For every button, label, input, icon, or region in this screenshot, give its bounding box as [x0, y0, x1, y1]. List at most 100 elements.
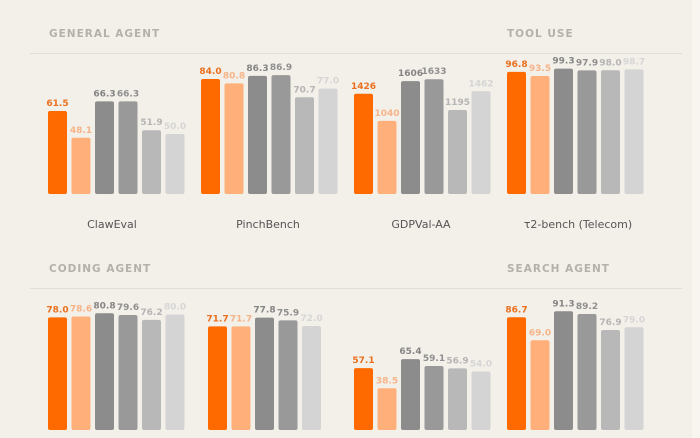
bar-lightest_grey — [165, 314, 185, 430]
bar-primary — [201, 79, 220, 194]
chart-1: 84.0 80.886.3 86.9 70.777.0 — [199, 63, 339, 194]
bar-mid_grey — [424, 365, 444, 430]
bar-primary_light — [231, 326, 251, 430]
bar-lightest_grey — [165, 134, 185, 194]
value-label: 65.4 — [399, 347, 421, 357]
value-label: 98.0 — [599, 58, 621, 68]
bar-dark_grey — [255, 317, 274, 430]
benchmark-label-tau2-bench: τ2-bench (Telecom) — [523, 218, 633, 231]
section-title-tool-use: TOOL USE — [507, 28, 574, 40]
value-label: 97.9 — [576, 58, 598, 68]
value-label: 71.7 — [206, 314, 228, 324]
value-label: 51.9 — [140, 118, 162, 128]
value-label: 75.9 — [277, 308, 299, 318]
value-label: 86.9 — [270, 63, 292, 73]
value-label: 59.1 — [423, 354, 445, 364]
bar-primary_light — [224, 83, 244, 194]
bar-mid_grey — [424, 79, 444, 194]
value-label: 61.5 — [46, 99, 68, 109]
value-label: 72.0 — [300, 314, 322, 324]
value-label: 1040 — [374, 109, 399, 119]
value-label: 91.3 — [552, 299, 574, 309]
benchmark-label-pinchbench: PinchBench — [236, 218, 300, 231]
bar-primary_light — [71, 137, 91, 194]
bar-primary — [507, 317, 526, 430]
value-label: 70.7 — [293, 85, 315, 95]
bar-mid_grey — [271, 75, 291, 194]
bar-lightest_grey — [624, 327, 644, 430]
value-label: 1633 — [421, 67, 446, 77]
value-label: 96.8 — [505, 60, 527, 70]
bar-dark_grey — [95, 101, 114, 194]
value-label: 76.9 — [599, 318, 621, 328]
value-label: 78.0 — [46, 305, 68, 315]
divider-top — [30, 53, 682, 54]
value-label: 80.8 — [223, 71, 245, 81]
bar-dark_grey — [95, 313, 114, 430]
section-title-general-agent: GENERAL AGENT — [49, 28, 161, 40]
value-label: 69.0 — [529, 328, 551, 338]
value-label: 80.0 — [164, 302, 186, 312]
bar-primary — [507, 71, 526, 194]
value-label: 99.3 — [552, 57, 574, 67]
divider-bottom — [30, 288, 682, 289]
bar-mid_grey — [577, 70, 597, 194]
section-title-coding-agent: CODING AGENT — [49, 263, 152, 275]
value-label: 89.2 — [576, 302, 598, 312]
bar-light_grey — [601, 330, 620, 430]
chart-5: 71.7 71.777.8 75.972.0 — [206, 306, 323, 430]
value-label: 1606 — [398, 69, 423, 79]
value-label: 1426 — [351, 82, 376, 92]
value-label: 77.0 — [317, 77, 339, 87]
chart-0: 61.5 48.1 66.3 66.3 51.9 50.0 — [46, 89, 186, 194]
value-label: 71.7 — [230, 314, 252, 324]
bar-dark_grey — [401, 81, 420, 194]
bar-primary_light — [71, 316, 91, 430]
bar-light_grey — [142, 130, 161, 194]
value-label: 76.2 — [140, 308, 162, 318]
bar-lightest_grey — [318, 88, 338, 194]
benchmark-label-gdpval: GDPVal-AA — [391, 218, 451, 231]
bar-mid_grey — [278, 320, 298, 430]
value-label: 79.0 — [623, 315, 645, 325]
bar-light_grey — [448, 110, 467, 194]
benchmark-label-claweval: ClawEval — [87, 218, 137, 231]
value-label: 1195 — [445, 98, 470, 108]
bar-primary_light — [530, 340, 550, 430]
value-label: 78.6 — [70, 304, 92, 314]
bar-mid_grey — [118, 315, 138, 430]
value-label: 50.0 — [164, 122, 186, 132]
value-label: 84.0 — [199, 67, 221, 77]
chart-4: 78.0 78.6 80.8 79.6 76.280.0 — [46, 301, 186, 430]
bar-lightest_grey — [624, 69, 644, 194]
side-panel-edge — [692, 0, 700, 438]
bar-primary — [208, 326, 227, 430]
value-label: 48.1 — [70, 126, 92, 136]
value-label: 79.6 — [117, 303, 139, 313]
bar-lightest_grey — [302, 326, 321, 430]
value-label: 86.3 — [246, 64, 268, 74]
bar-dark_grey — [248, 75, 267, 194]
chart-6: 57.138.5 65.459.1 56.9 54.0 — [352, 347, 492, 430]
value-label: 66.3 — [93, 89, 115, 99]
bar-primary — [48, 317, 67, 430]
value-label: 66.3 — [117, 89, 139, 99]
bar-lightest_grey — [471, 371, 491, 430]
value-label: 54.0 — [470, 360, 492, 370]
chart-7: 86.7 69.0 91.3 89.276.9 79.0 — [505, 299, 645, 430]
value-label: 38.5 — [376, 376, 398, 386]
value-label: 86.7 — [505, 305, 527, 315]
bar-light_grey — [601, 70, 620, 194]
bar-dark_grey — [401, 359, 420, 430]
bar-primary_light — [377, 388, 397, 430]
bar-dark_grey — [554, 68, 573, 194]
bar-primary — [48, 111, 67, 194]
bar-light_grey — [295, 97, 314, 194]
bar-primary_light — [377, 120, 397, 194]
value-label: 98.7 — [623, 57, 645, 67]
value-label: 93.5 — [529, 64, 551, 74]
bar-lightest_grey — [471, 91, 491, 194]
bar-light_grey — [142, 319, 161, 430]
